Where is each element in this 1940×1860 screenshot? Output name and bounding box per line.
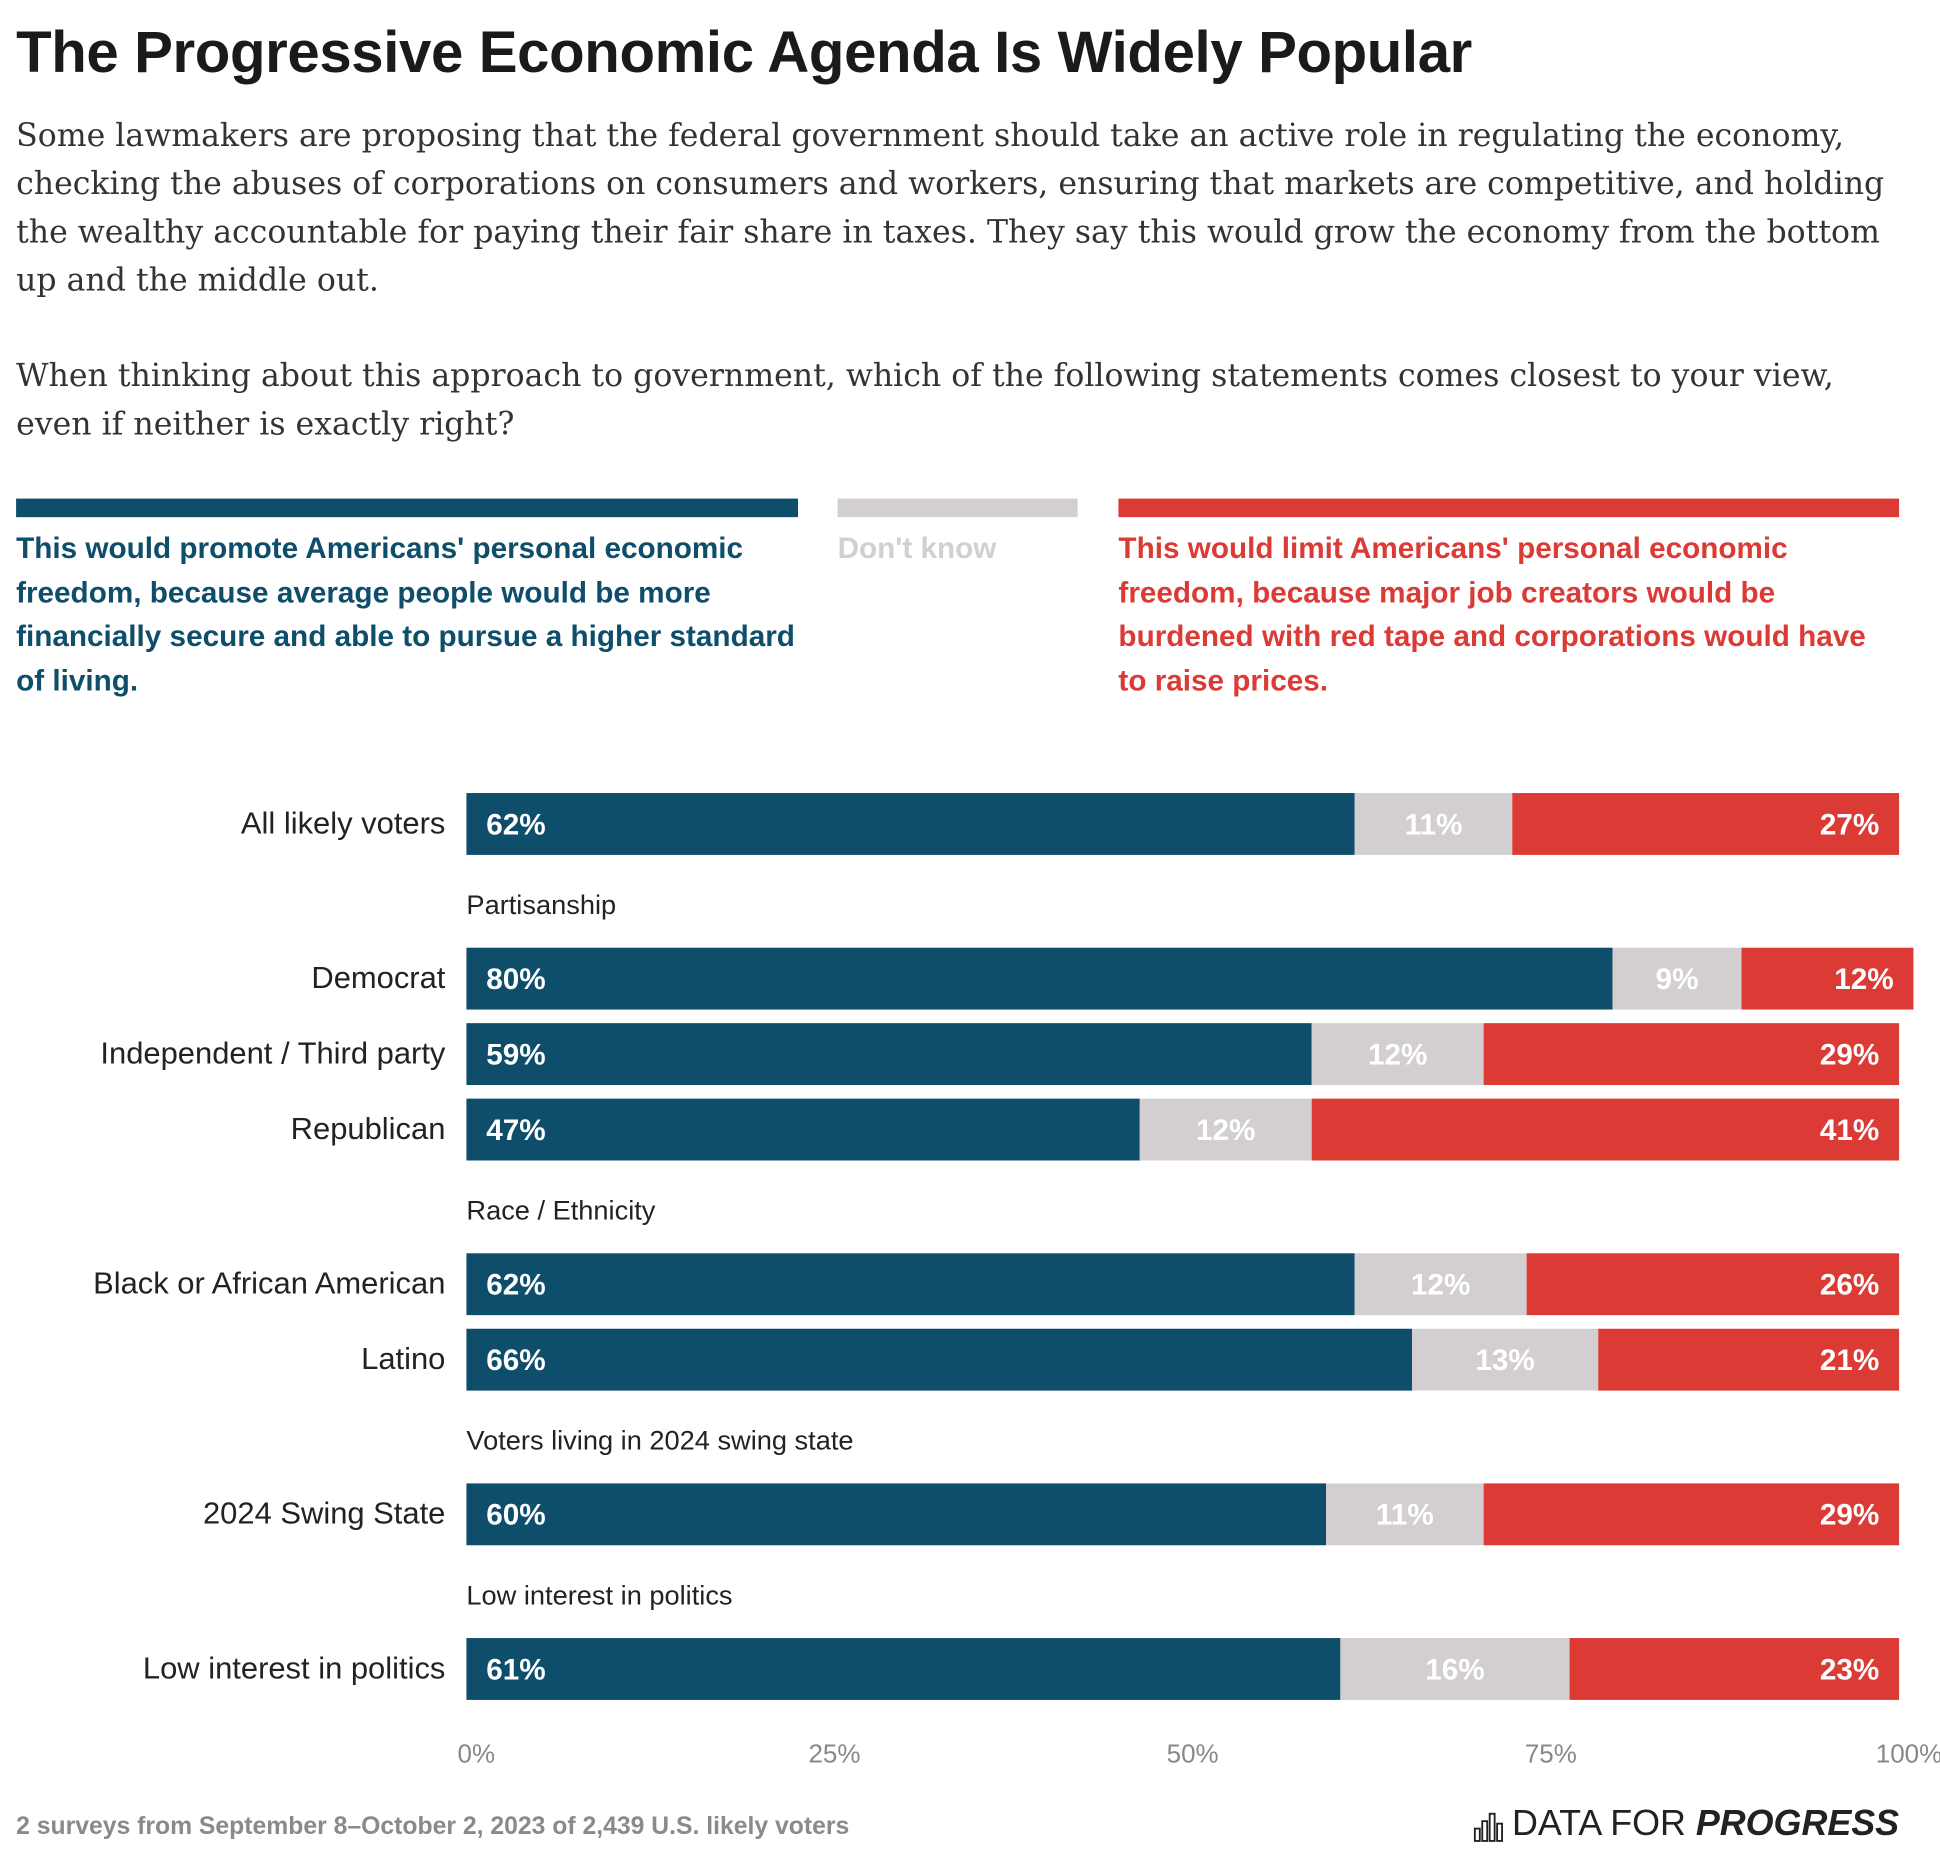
value-label: 21% [1820,1344,1879,1377]
value-label: 11% [1405,808,1463,841]
bar-segment [1526,1253,1900,1316]
category-label: All likely voters [241,805,445,840]
bar-segment [1354,1253,1527,1316]
value-label: 29% [1820,1499,1879,1532]
category-label: Black or African American [93,1266,445,1301]
logo-icon-bar [1473,1827,1481,1842]
value-label: 41% [1820,1114,1879,1147]
value-label: 23% [1820,1653,1879,1686]
x-tick-label: 100% [1876,1738,1940,1768]
bar-segment [1741,947,1914,1010]
group-label: Partisanship [466,889,616,920]
value-label: 47% [486,1114,545,1147]
bar-segment [1340,1638,1570,1700]
bar-segment [466,1253,1355,1316]
bar-segment [1569,1638,1900,1700]
value-label: 27% [1820,808,1879,841]
legend-item: This would promote Americans' personal e… [16,498,798,703]
bar-segment [1311,1098,1900,1161]
value-label: 62% [486,1269,545,1302]
logo-emphasis: PROGRESS [1696,1804,1899,1844]
x-tick-label: 25% [808,1738,860,1768]
source-note: 2 surveys from September 8–October 2, 20… [16,1813,849,1840]
logo: DATA FOR PROGRESS [1512,1804,1899,1844]
legend-swatch [1118,498,1900,518]
legend-label: This would promote Americans' personal e… [16,531,795,698]
value-label: 12% [1368,1038,1427,1071]
value-label: 59% [486,1038,545,1071]
logo-prefix: DATA FOR [1512,1804,1686,1844]
value-label: 26% [1820,1269,1879,1302]
value-label: 9% [1656,963,1699,996]
value-label: 66% [486,1344,545,1377]
value-label: 16% [1425,1653,1484,1686]
bar-segment [1326,1483,1484,1546]
question: When thinking about this approach to gov… [16,357,1834,443]
category-label: Low interest in politics [143,1650,445,1685]
legend-swatch [837,498,1078,518]
chart-title: The Progressive Economic Agenda Is Widel… [16,18,1472,85]
bar-segment [1483,1023,1900,1086]
bar-segment [466,1638,1341,1700]
x-tick-label: 0% [458,1738,496,1768]
bar-segment [1411,1328,1599,1391]
legend-label: Don't know [837,531,997,566]
value-label: 11% [1376,1499,1434,1532]
value-label: 13% [1475,1344,1534,1377]
bar-segment [1483,1483,1900,1546]
bar-segment [466,1023,1312,1086]
category-label: Democrat [311,960,445,995]
value-label: 62% [486,808,545,841]
category-label: Republican [291,1111,446,1146]
group-label: Race / Ethnicity [466,1195,655,1226]
value-label: 80% [486,963,545,996]
bar-segment [466,1098,1140,1161]
subtitle: Some lawmakers are proposing that the fe… [16,117,1885,300]
logo-icon-bar [1496,1822,1503,1842]
legend-item: Don't know [837,498,1078,571]
bar-segment [1512,793,1900,855]
legend-label: This would limit Americans' personal eco… [1118,531,1866,698]
group-label: Voters living in 2024 swing state [466,1425,853,1456]
bar-segment [1612,947,1742,1010]
bar-segment [1598,1328,1900,1391]
category-label: 2024 Swing State [203,1496,445,1531]
bar-segment [1139,1098,1312,1161]
category-label: Independent / Third party [100,1036,445,1071]
value-label: 60% [486,1499,545,1532]
bar-segment [466,1483,1327,1546]
bar-segment [1354,793,1513,855]
value-label: 61% [486,1653,545,1686]
bar-segment [1311,1023,1484,1086]
group-label: Low interest in politics [466,1579,732,1610]
x-tick-label: 75% [1525,1738,1577,1768]
value-label: 12% [1196,1114,1255,1147]
legend-item: This would limit Americans' personal eco… [1118,498,1900,703]
bar-segment [466,947,1613,1010]
value-label: 29% [1820,1038,1879,1071]
value-label: 12% [1411,1269,1470,1302]
category-label: Latino [361,1341,445,1376]
legend-swatch [16,498,798,518]
logo-icon-bar [1481,1820,1489,1842]
bar-segment [466,793,1355,855]
x-tick-label: 50% [1167,1738,1219,1768]
logo-icon-bar [1488,1812,1496,1842]
value-label: 12% [1834,963,1893,996]
bar-segment [466,1328,1412,1391]
